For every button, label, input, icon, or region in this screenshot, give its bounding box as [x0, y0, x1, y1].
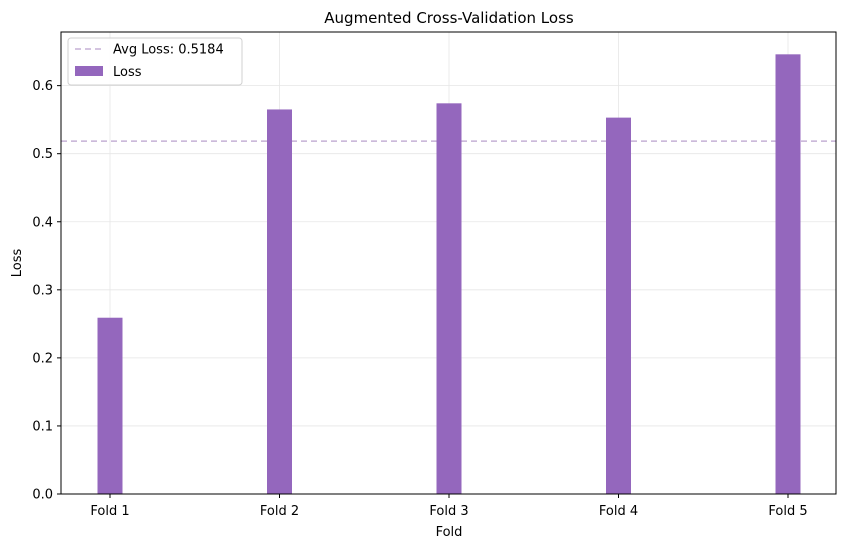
y-tick-label: 0.3 [32, 283, 53, 298]
x-axis-label: Fold [436, 525, 463, 540]
y-tick-label: 0.5 [32, 147, 53, 162]
legend-avg-loss-label: Avg Loss: 0.5184 [113, 43, 224, 58]
x-tick-label: Fold 2 [260, 504, 299, 519]
y-tick-label: 0.4 [32, 215, 53, 230]
y-tick-label: 0.6 [32, 79, 53, 94]
y-axis-ticks: 0.0 0.1 0.2 0.3 0.4 0.5 0.6 [32, 79, 61, 503]
legend-box [67, 37, 243, 86]
chart-title: Augmented Cross-Validation Loss [324, 9, 574, 27]
bars-group [97, 54, 801, 495]
bar-fold-3 [436, 103, 462, 495]
y-tick-label: 0.0 [32, 488, 53, 503]
x-tick-label: Fold 1 [90, 504, 129, 519]
legend-loss-label: Loss [113, 65, 142, 80]
legend-loss-swatch [75, 66, 103, 76]
y-tick-label: 0.2 [32, 351, 53, 366]
x-tick-label: Fold 5 [768, 504, 807, 519]
bar-fold-2 [267, 109, 292, 495]
bar-fold-1 [97, 317, 123, 494]
x-tick-label: Fold 3 [429, 504, 468, 519]
plot-area [60, 31, 837, 495]
x-tick-label: Fold 4 [599, 504, 638, 519]
y-tick-label: 0.1 [32, 419, 53, 434]
x-axis-ticks: Fold 1 Fold 2 Fold 3 Fold 4 Fold 5 [90, 494, 808, 519]
bar-fold-5 [775, 54, 801, 495]
legend: Avg Loss: 0.5184 Loss [67, 37, 243, 86]
y-axis-label: Loss [10, 249, 25, 278]
bar-fold-4 [606, 117, 631, 494]
